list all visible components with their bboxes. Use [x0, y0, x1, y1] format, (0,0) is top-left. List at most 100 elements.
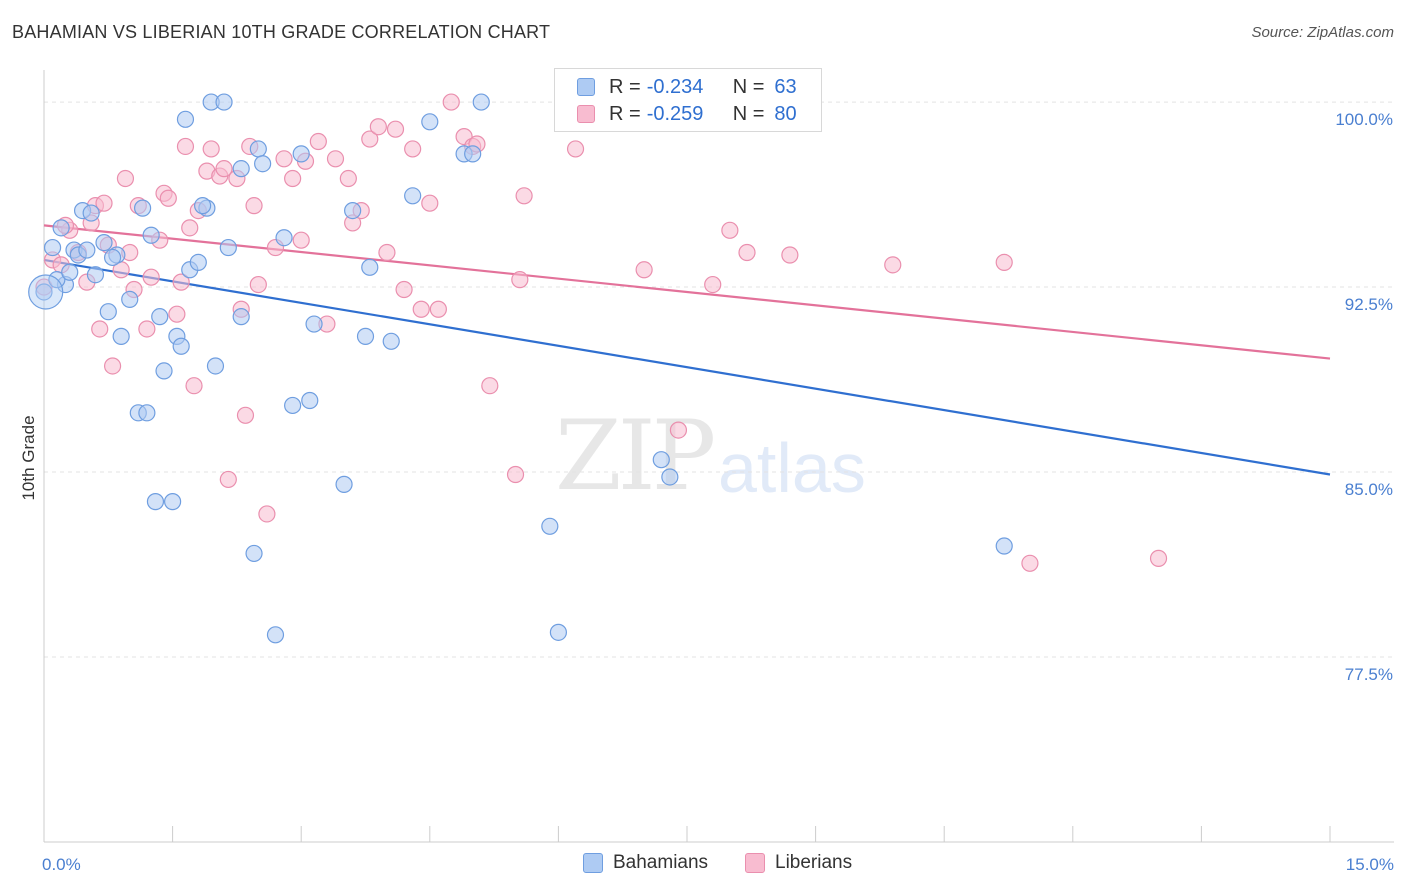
n-value: 80	[774, 102, 797, 125]
liberians-point	[172, 273, 190, 291]
bahamians-point	[219, 238, 237, 257]
bahamians-point	[356, 327, 375, 345]
liberians-point	[884, 256, 902, 274]
bahamians-point	[232, 308, 250, 326]
n-label: N =	[732, 102, 765, 125]
bahamians-point	[215, 93, 233, 111]
liberians-swatch	[577, 105, 595, 123]
data-points	[28, 93, 1168, 644]
bahamians-point	[99, 303, 117, 321]
liberians-point	[142, 268, 160, 286]
liberians-point	[258, 505, 276, 523]
bahamians-point	[112, 327, 130, 345]
liberians-point	[1149, 549, 1168, 567]
liberians-point	[481, 377, 499, 395]
y-tick-label: 100.0%	[1335, 110, 1393, 129]
bahamians-point	[155, 362, 173, 380]
bahamians-point	[232, 160, 250, 178]
liberians-point	[339, 169, 357, 188]
liberians-point	[95, 194, 113, 212]
legend-row-liberians: R = -0.259 N = 80	[577, 102, 797, 126]
liberians-point	[412, 300, 430, 318]
liberians-point	[138, 320, 156, 338]
liberians-point	[176, 137, 195, 156]
bahamians-point	[164, 493, 182, 511]
bahamians-point	[305, 315, 323, 333]
liberians-point	[219, 470, 237, 489]
liberians-point	[91, 320, 109, 338]
bahamians-point	[206, 357, 225, 375]
bahamians-point	[301, 391, 319, 410]
bahamians-point	[361, 258, 379, 276]
n-label: N =	[732, 75, 765, 98]
bahamians-point	[189, 253, 207, 271]
bahamians-point	[194, 197, 212, 215]
n-value: 63	[774, 75, 797, 98]
liberians-point	[284, 169, 302, 188]
bahamians-point	[549, 623, 568, 641]
bahamians-trend-line	[43, 258, 1331, 476]
legend-label-liberians: Liberians	[775, 852, 853, 873]
correlation-legend: R = -0.234 N = 63 R = -0.259 N = 80	[554, 68, 822, 132]
liberians-point	[326, 150, 345, 168]
bahamians-point	[146, 493, 165, 511]
bahamians-swatch	[577, 78, 595, 96]
bahamians-point	[142, 226, 160, 244]
x-tick-label: 0.0%	[42, 855, 81, 874]
bahamians-point	[78, 241, 96, 259]
liberians-point	[185, 377, 203, 395]
bahamians-point	[335, 475, 353, 493]
liberians-point	[421, 194, 439, 212]
bahamians-point	[292, 145, 310, 163]
bahamians-point	[86, 266, 105, 284]
bahamians-point	[176, 110, 195, 128]
series-legend: Bahamians Liberians	[0, 852, 1406, 876]
x-tick-label: 15.0%	[1346, 855, 1394, 874]
r-label: R =	[609, 75, 641, 98]
liberians-point	[738, 243, 756, 262]
y-tick-label: 77.5%	[1345, 665, 1393, 684]
liberians-point	[361, 130, 379, 148]
source-credit: Source: ZipAtlas.com	[1251, 24, 1394, 41]
liberians-point	[566, 140, 585, 158]
bahamians-point	[541, 517, 559, 535]
bahamians-point	[61, 263, 79, 281]
liberians-point	[404, 140, 422, 158]
r-value: -0.259	[646, 102, 704, 125]
liberians-point	[395, 280, 413, 299]
liberians-point	[995, 253, 1013, 271]
bahamians-swatch	[583, 853, 603, 873]
liberians-point	[442, 93, 460, 111]
bahamians-point	[382, 332, 400, 350]
bahamians-point	[172, 337, 190, 355]
bahamians-point	[35, 283, 53, 301]
bahamians-point	[464, 145, 482, 163]
legend-label-bahamians: Bahamians	[613, 852, 709, 873]
liberians-point	[168, 305, 186, 323]
liberians-point	[159, 189, 177, 207]
bahamians-point	[404, 187, 422, 205]
liberians-point	[215, 160, 233, 178]
liberians-point	[635, 261, 653, 279]
liberians-point	[202, 140, 220, 158]
liberians-point	[103, 357, 122, 375]
liberians-point	[236, 406, 255, 424]
legend-item-bahamians[interactable]: Bahamians	[583, 852, 708, 874]
y-tick-label: 92.5%	[1345, 295, 1393, 314]
liberians-point	[704, 275, 722, 294]
liberians-point	[116, 169, 135, 188]
watermark-zip: ZIP	[555, 400, 716, 512]
y-axis-label: 10th Grade	[19, 415, 38, 500]
liberians-point	[1021, 554, 1039, 572]
liberians-point	[429, 300, 447, 318]
y-tick-label: 85.0%	[1345, 480, 1393, 499]
liberians-point	[721, 221, 739, 239]
bahamians-point	[266, 626, 285, 644]
bahamians-point	[133, 199, 152, 217]
bahamians-point	[275, 229, 293, 247]
bahamians-point	[82, 204, 100, 222]
bahamians-point	[249, 140, 267, 158]
legend-item-liberians[interactable]: Liberians	[745, 852, 852, 874]
chart-title: BAHAMIAN VS LIBERIAN 10TH GRADE CORRELAT…	[12, 22, 551, 42]
liberians-point	[249, 275, 267, 294]
